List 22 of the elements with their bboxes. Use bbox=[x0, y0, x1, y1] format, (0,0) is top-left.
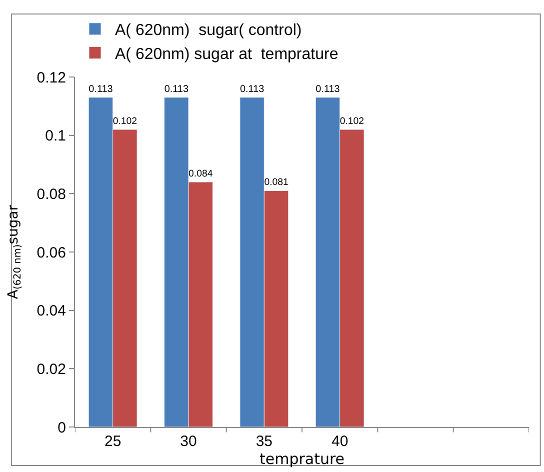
legend-label: A( 620nm) sugar at temprature bbox=[115, 46, 338, 63]
data-label: 0.084 bbox=[188, 168, 214, 180]
data-label: 0.113 bbox=[88, 84, 114, 95]
y-tick-label: 0.02 bbox=[36, 360, 66, 378]
data-label: 0.102 bbox=[112, 116, 138, 127]
y-tick-label: 0.06 bbox=[36, 244, 66, 262]
y-tick-label: 0 bbox=[58, 419, 66, 436]
x-tick-label: 35 bbox=[256, 433, 273, 450]
y-tick-label: 0.12 bbox=[36, 69, 66, 86]
data-label: 0.102 bbox=[340, 116, 364, 127]
data-label: 0.113 bbox=[240, 84, 265, 95]
x-tick-label: 30 bbox=[180, 433, 197, 450]
y-tick-label: 0.08 bbox=[36, 186, 66, 203]
data-label: 0.113 bbox=[316, 84, 340, 95]
x-tick-label: 25 bbox=[104, 433, 122, 450]
data-label: 0.081 bbox=[264, 177, 288, 188]
y-tick-label: 0.1 bbox=[45, 128, 66, 145]
data-label: 0.113 bbox=[164, 84, 189, 95]
legend-label: A( 620nm) sugar( control) bbox=[115, 22, 302, 40]
y-tick-label: 0.04 bbox=[36, 302, 66, 320]
x-tick-label: 40 bbox=[331, 433, 348, 450]
x-axis-title: temprature bbox=[259, 450, 345, 468]
